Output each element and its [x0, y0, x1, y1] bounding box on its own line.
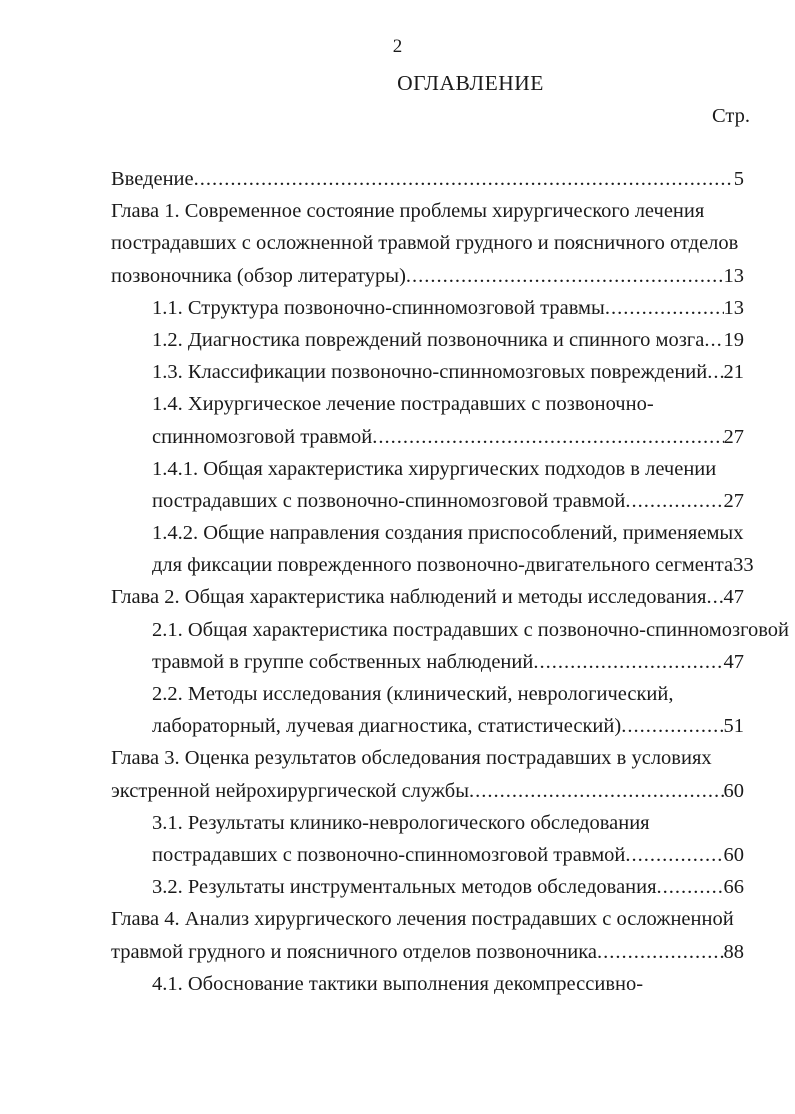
toc-entry: пострадавших с осложненной травмой грудн…: [111, 227, 744, 259]
toc-entry-text: 4.1. Обоснование тактики выполнения деко…: [152, 972, 644, 995]
toc-entry-page: 47: [723, 586, 745, 609]
toc-entry-text: пострадавших с позвоночно-спинномозговой…: [152, 489, 626, 512]
dot-leader: ........................................…: [533, 650, 724, 673]
toc-entry-page: 19: [723, 328, 745, 351]
dot-leader: ........................................…: [704, 328, 723, 351]
toc-entry: спинномозговой травмой .................…: [111, 421, 744, 453]
toc-entry-text: 3.1. Результаты клинико-неврологического…: [152, 811, 650, 834]
toc-entry: для фиксации поврежденного позвоночно-дв…: [111, 549, 754, 581]
toc-entry-page: 27: [723, 489, 745, 512]
toc-entry-text: пострадавших с осложненной травмой грудн…: [111, 232, 739, 255]
toc-entry: экстренной нейрохирургической службы ...…: [111, 775, 744, 807]
toc-entry: 1.2. Диагностика повреждений позвоночник…: [111, 324, 744, 356]
toc-entry-text: Введение: [111, 168, 194, 190]
dot-leader: ........................................…: [621, 715, 723, 738]
toc-entry: пострадавших с позвоночно-спинномозговой…: [111, 485, 744, 517]
toc-entry-text: 2.2. Методы исследования (клинический, н…: [152, 683, 674, 705]
toc-entry-text: Глава 3. Оценка результатов обследования…: [111, 747, 712, 770]
toc-entry: 3.1. Результаты клинико-неврологического…: [111, 807, 744, 839]
toc-entry-page: 47: [723, 650, 745, 673]
toc-entry: травмой грудного и поясничного отделов п…: [111, 936, 744, 968]
dot-leader: ........................................…: [372, 425, 723, 448]
dot-leader: ........................................…: [193, 168, 734, 190]
toc-entry: Глава 4. Анализ хирургического лечения п…: [111, 903, 744, 935]
page-column-label: Стр.: [712, 105, 750, 127]
toc-entry: 1.4. Хирургическое лечение пострадавших …: [111, 388, 744, 420]
dot-leader: ........................................…: [707, 361, 723, 384]
toc-entry: 2.1. Общая характеристика пострадавших с…: [111, 614, 789, 646]
toc-entry: травмой в группе собственных наблюдений …: [111, 646, 744, 678]
toc-entry-page: 13: [723, 264, 745, 287]
dot-leader: ........................................…: [604, 296, 724, 319]
toc-entry: 1.3. Классификации позвоночно-спинномозг…: [111, 356, 744, 388]
toc-entry-page: 33: [733, 554, 754, 577]
toc-entry: Глава 3. Оценка результатов обследования…: [111, 742, 744, 774]
dot-leader: ........................................…: [706, 586, 724, 609]
toc-entry-page: 88: [723, 940, 745, 963]
toc-entry-text: пострадавших с позвоночно-спинномозговой…: [152, 843, 626, 866]
toc-entry-text: спинномозговой травмой: [152, 425, 373, 448]
toc-entry-text: 1.3. Классификации позвоночно-спинномозг…: [152, 361, 708, 384]
page-title: ОГЛАВЛЕНИЕ: [397, 71, 544, 95]
toc-entry-text: 1.4.2. Общие направления создания приспо…: [152, 522, 744, 545]
toc-entry-text: Глава 1. Современное состояние проблемы …: [111, 200, 705, 223]
dot-leader: ........................................…: [625, 489, 724, 512]
toc-entry: лабораторный, лучевая диагностика, стати…: [111, 710, 744, 742]
toc-entry-page: 27: [723, 425, 745, 448]
toc-entry: 2.2. Методы исследования (клинический, н…: [111, 678, 744, 710]
dot-leader: ........................................…: [625, 843, 724, 866]
toc-entry-text: травмой в группе собственных наблюдений: [152, 650, 534, 673]
toc-entry-text: травмой грудного и поясничного отделов п…: [111, 940, 597, 963]
toc-entry-page: 60: [723, 779, 745, 802]
toc-entry-page: 60: [723, 843, 745, 866]
toc-entry: Глава 2. Общая характеристика наблюдений…: [111, 581, 744, 613]
toc-entry-page: 13: [723, 296, 745, 319]
toc-entry: Глава 1. Современное состояние проблемы …: [111, 195, 744, 227]
toc-entry: 3.2. Результаты инструментальных методов…: [111, 871, 744, 903]
page-number: 2: [392, 36, 403, 57]
dot-leader: ........................................…: [596, 940, 724, 963]
toc-entry-text: лабораторный, лучевая диагностика, стати…: [152, 715, 622, 738]
toc-entry-text: 1.2. Диагностика повреждений позвоночник…: [152, 328, 705, 351]
toc-entry-text: позвоночника (обзор литературы): [111, 264, 406, 287]
toc-entry-text: экстренной нейрохирургической службы: [111, 779, 469, 802]
dot-leader: ........................................…: [405, 264, 724, 287]
dot-leader: ........................................…: [469, 779, 724, 802]
toc-entry-text: 1.4. Хирургическое лечение пострадавших …: [152, 393, 654, 416]
toc-entry-text: Глава 4. Анализ хирургического лечения п…: [111, 908, 734, 931]
toc-entry: пострадавших с позвоночно-спинномозговой…: [111, 839, 744, 871]
toc-entry: 4.1. Обоснование тактики выполнения деко…: [111, 968, 744, 1000]
toc-entry: 1.4.1. Общая характеристика хирургически…: [111, 453, 744, 485]
toc-entry-text: 1.1. Структура позвоночно-спинномозговой…: [152, 296, 605, 319]
toc-entry-page: 51: [723, 715, 745, 738]
toc-entry-page: 66: [723, 876, 745, 899]
toc-entry-text: 2.1. Общая характеристика пострадавших с…: [152, 618, 790, 641]
toc-entry-text: для фиксации поврежденного позвоночно-дв…: [152, 554, 734, 577]
toc-entry: 1.1. Структура позвоночно-спинномозговой…: [111, 292, 744, 324]
toc-entry-text: 3.2. Результаты инструментальных методов…: [152, 876, 657, 899]
toc-entry-text: Глава 2. Общая характеристика наблюдений…: [111, 586, 707, 609]
toc-entry: 1.4.2. Общие направления создания приспо…: [111, 517, 744, 549]
toc-entry: Введение ...............................…: [111, 163, 744, 195]
table-of-contents: Введение ...............................…: [111, 163, 789, 1000]
toc-entry: позвоночника (обзор литературы) ........…: [111, 260, 744, 292]
dot-leader: ........................................…: [656, 876, 724, 899]
toc-entry-page: 5: [733, 168, 744, 190]
toc-entry-page: 21: [723, 361, 745, 384]
toc-entry-text: 1.4.1. Общая характеристика хирургически…: [152, 457, 717, 480]
